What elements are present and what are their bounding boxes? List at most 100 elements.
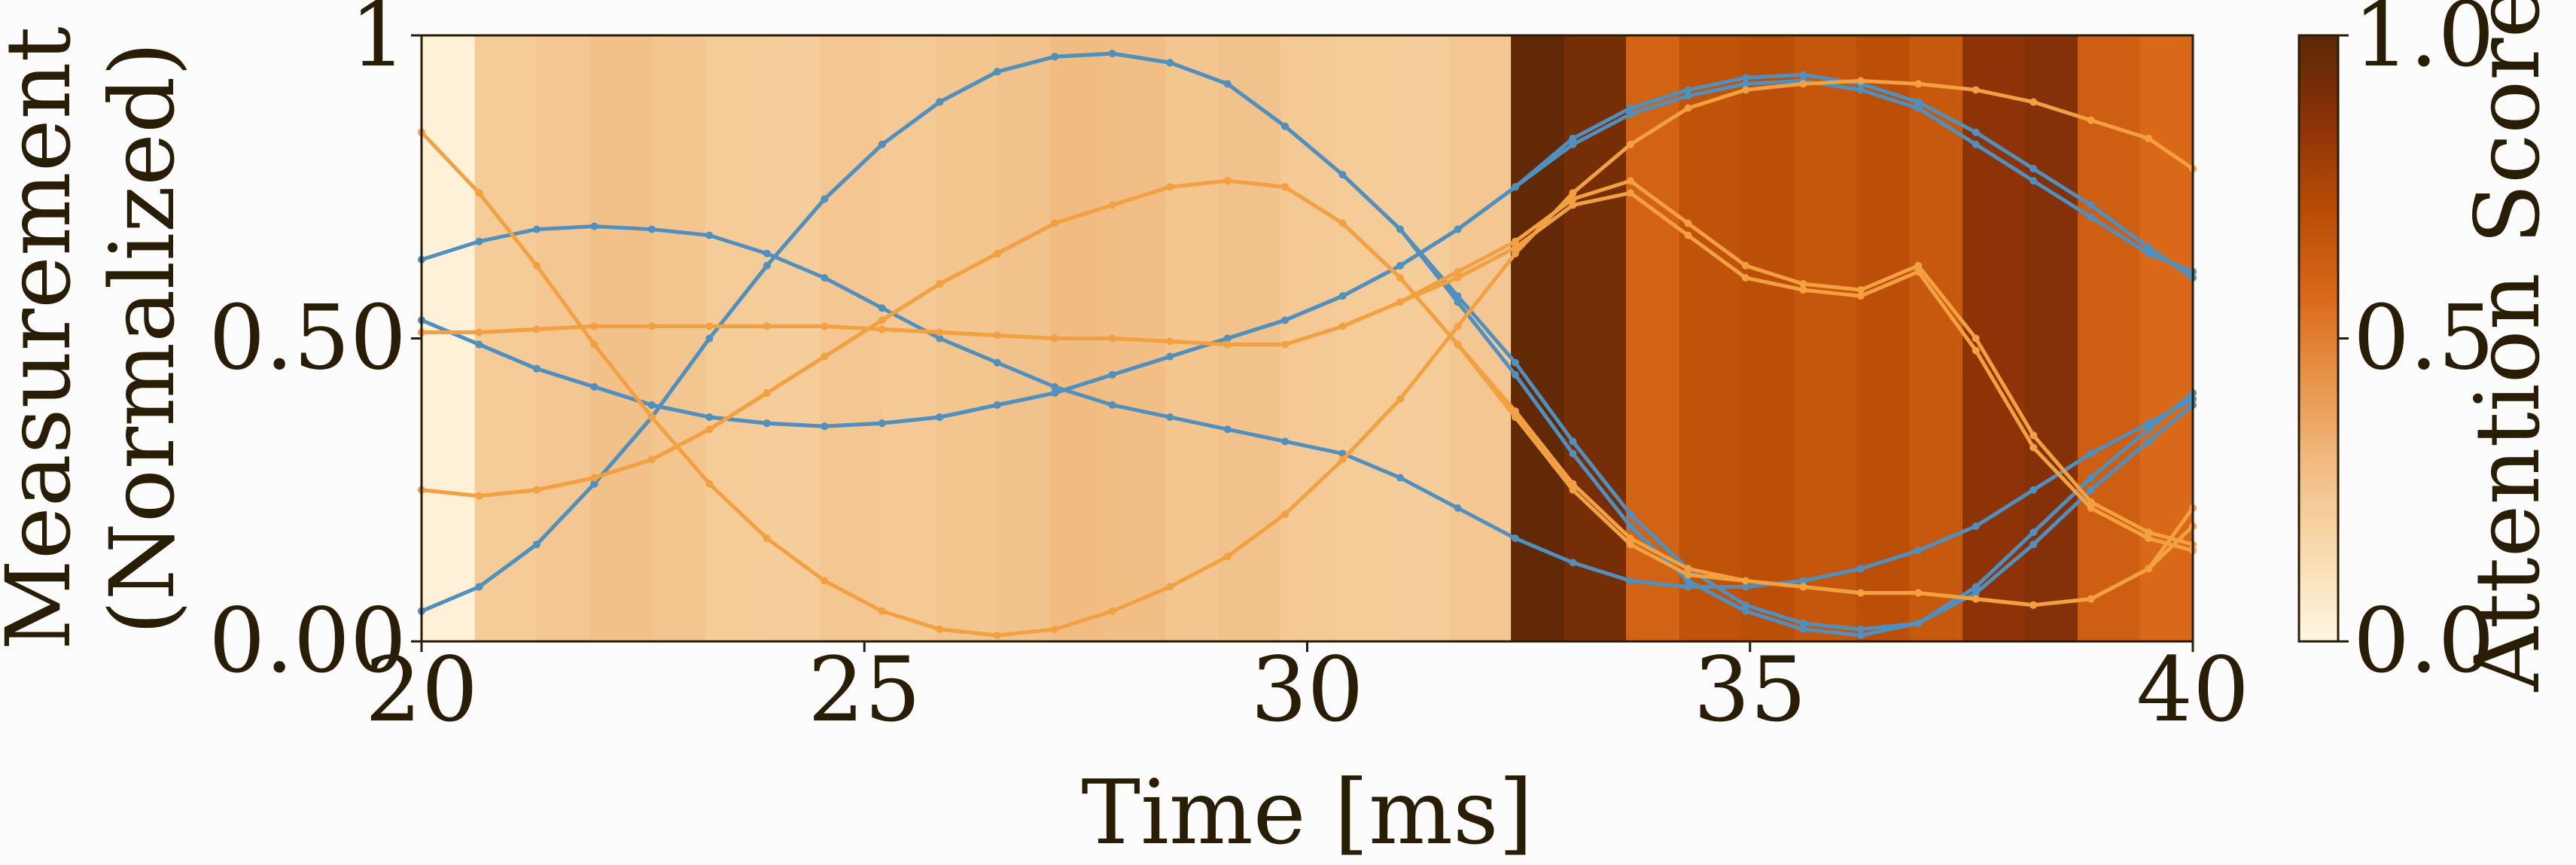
series-2-point-13 — [1166, 413, 1174, 422]
series-5-point-6 — [763, 535, 771, 543]
series-1-point-15 — [1281, 122, 1290, 130]
series-1-point-8 — [878, 140, 886, 148]
series-9-point-20 — [1569, 486, 1577, 494]
series-4-point-10 — [993, 401, 1001, 410]
series-9-point-14 — [1223, 177, 1232, 185]
series-8-point-16 — [1338, 322, 1347, 330]
y-tick-label-2: 1 — [350, 0, 406, 87]
series-2-point-4 — [647, 225, 656, 233]
series-5-point-29 — [2087, 116, 2095, 124]
series-1-point-2 — [532, 541, 540, 549]
x-tick-label-0: 20 — [365, 638, 478, 742]
series-5-point-28 — [2029, 98, 2038, 106]
series-0-point-24 — [1799, 625, 1807, 633]
series-9-point-5 — [705, 425, 714, 434]
y-tick-label-0: 0.00 — [209, 589, 406, 693]
colorbar-gradient — [2299, 35, 2338, 641]
series-2-point-22 — [1684, 583, 1692, 591]
series-0-point-22 — [1684, 577, 1692, 585]
attention-band-4 — [651, 35, 706, 641]
series-1-point-1 — [475, 583, 483, 591]
series-9-point-23 — [1741, 577, 1749, 585]
series-1-point-5 — [705, 334, 714, 343]
series-1-point-16 — [1338, 171, 1347, 179]
series-1-point-30 — [2145, 437, 2153, 446]
series-2-point-26 — [1914, 547, 1923, 555]
colorbar-tick-label-2: 1.0 — [2353, 0, 2495, 87]
series-8-point-2 — [532, 325, 540, 334]
series-5-point-11 — [1051, 625, 1059, 633]
series-4-point-15 — [1281, 316, 1290, 324]
series-1-point-6 — [763, 261, 771, 270]
attention-band-13 — [1165, 35, 1219, 641]
colorbar-title: Attention Score — [2456, 0, 2559, 692]
series-1-point-28 — [2029, 541, 2038, 549]
series-7-point-22 — [1684, 231, 1692, 239]
attention-band-24 — [1794, 35, 1857, 641]
series-1-point-12 — [1108, 50, 1116, 58]
series-6-point-22 — [1684, 565, 1692, 573]
series-5-point-13 — [1166, 583, 1174, 591]
series-5-point-14 — [1223, 553, 1232, 561]
series-7-point-18 — [1454, 274, 1462, 282]
x-tick-label-3: 35 — [1694, 638, 1807, 742]
series-0-point-30 — [2145, 425, 2153, 434]
series-4-point-8 — [878, 419, 886, 428]
series-2-point-29 — [2087, 449, 2095, 458]
series-9-point-28 — [2029, 601, 2038, 609]
series-0-point-27 — [1972, 583, 1980, 591]
series-4-point-21 — [1626, 110, 1634, 118]
series-4-point-27 — [1972, 140, 1980, 148]
series-line-5 — [419, 78, 2195, 638]
series-1-point-14 — [1223, 80, 1232, 88]
series-2-point-10 — [993, 358, 1001, 367]
series-2-point-17 — [1396, 474, 1405, 482]
series-1-point-25 — [1856, 625, 1865, 633]
series-9-point-27 — [1972, 595, 1980, 603]
series-8-point-19 — [1511, 237, 1519, 245]
series-5-point-7 — [821, 577, 829, 585]
series-8-point-13 — [1166, 337, 1174, 346]
colorbar-tick-label-1: 0.5 — [2353, 286, 2495, 390]
series-9-point-22 — [1684, 571, 1692, 579]
colorbar-ticks: 0.0 0.5 1.0 — [2338, 0, 2495, 693]
attention-band-5 — [705, 35, 768, 641]
series-layer — [418, 50, 2197, 639]
series-8-point-1 — [475, 328, 483, 337]
series-1-point-24 — [1799, 619, 1807, 627]
series-4-point-14 — [1223, 334, 1232, 343]
series-3-point-20 — [1569, 134, 1577, 142]
series-8-point-29 — [2087, 498, 2095, 506]
series-8-point-15 — [1281, 340, 1290, 349]
attention-band-23 — [1740, 35, 1795, 641]
series-2-point-28 — [2029, 486, 2038, 494]
attention-band-18 — [1448, 35, 1512, 641]
series-3-point-24 — [1799, 71, 1807, 79]
series-4-point-28 — [2029, 177, 2038, 185]
attention-band-9 — [935, 35, 998, 641]
series-9-point-29 — [2087, 595, 2095, 603]
series-1-point-9 — [936, 98, 944, 106]
series-5-point-27 — [1972, 86, 1980, 94]
series-8-point-21 — [1626, 177, 1634, 185]
series-7-point-23 — [1741, 274, 1749, 282]
series-5-point-4 — [647, 413, 656, 422]
series-7-point-25 — [1856, 292, 1865, 300]
series-4-point-23 — [1741, 80, 1749, 88]
attention-band-26 — [1909, 35, 1963, 641]
x-axis: 20 25 30 35 40 — [365, 638, 2249, 742]
y-axis-title-line-1: Measurement — [0, 26, 90, 650]
attention-band-17 — [1396, 35, 1450, 641]
x-tick-label-2: 30 — [1250, 638, 1363, 742]
series-8-point-28 — [2029, 431, 2038, 440]
series-4-point-5 — [705, 413, 714, 422]
series-4-point-25 — [1856, 86, 1865, 94]
series-8-point-11 — [1051, 334, 1059, 343]
series-5-point-23 — [1741, 86, 1749, 94]
series-1-point-7 — [821, 195, 829, 203]
series-1-point-11 — [1051, 53, 1059, 61]
series-2-point-2 — [532, 225, 540, 233]
series-8-point-3 — [590, 322, 598, 330]
series-8-point-23 — [1741, 261, 1749, 270]
series-9-point-3 — [590, 474, 598, 482]
